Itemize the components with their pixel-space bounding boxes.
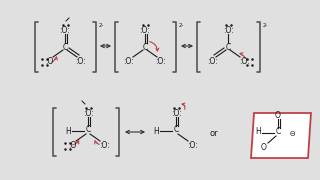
Text: C: C — [173, 125, 179, 134]
Text: :O:: :O: — [207, 57, 217, 66]
Text: or: or — [210, 129, 218, 138]
Text: C: C — [225, 42, 231, 51]
Text: C: C — [62, 42, 68, 51]
Text: :O:: :O: — [140, 26, 150, 35]
Text: 2-: 2- — [262, 22, 268, 28]
Text: :O:: :O: — [171, 109, 181, 118]
Text: :O:: :O: — [60, 26, 70, 35]
Text: O: O — [275, 111, 281, 120]
Text: O: O — [261, 143, 267, 152]
Text: 2-: 2- — [98, 22, 104, 28]
Text: C: C — [85, 125, 91, 134]
Text: H: H — [153, 127, 159, 136]
Text: 2-: 2- — [178, 22, 184, 28]
Text: H: H — [255, 127, 261, 136]
Text: C: C — [142, 42, 148, 51]
Text: :O:: :O: — [76, 57, 86, 66]
Text: C: C — [276, 127, 281, 136]
Text: :O:: :O: — [83, 109, 93, 118]
Text: :O:: :O: — [124, 57, 134, 66]
Text: :O:: :O: — [156, 57, 166, 66]
Text: :O:: :O: — [187, 141, 197, 150]
Text: Θ: Θ — [289, 131, 295, 137]
Text: :O: :O — [68, 141, 76, 150]
Text: H: H — [65, 127, 71, 136]
Text: :O:: :O: — [239, 57, 249, 66]
Text: :O: :O — [45, 57, 53, 66]
Text: :O:: :O: — [223, 26, 233, 35]
Polygon shape — [251, 113, 311, 158]
Text: :O:: :O: — [99, 141, 109, 150]
